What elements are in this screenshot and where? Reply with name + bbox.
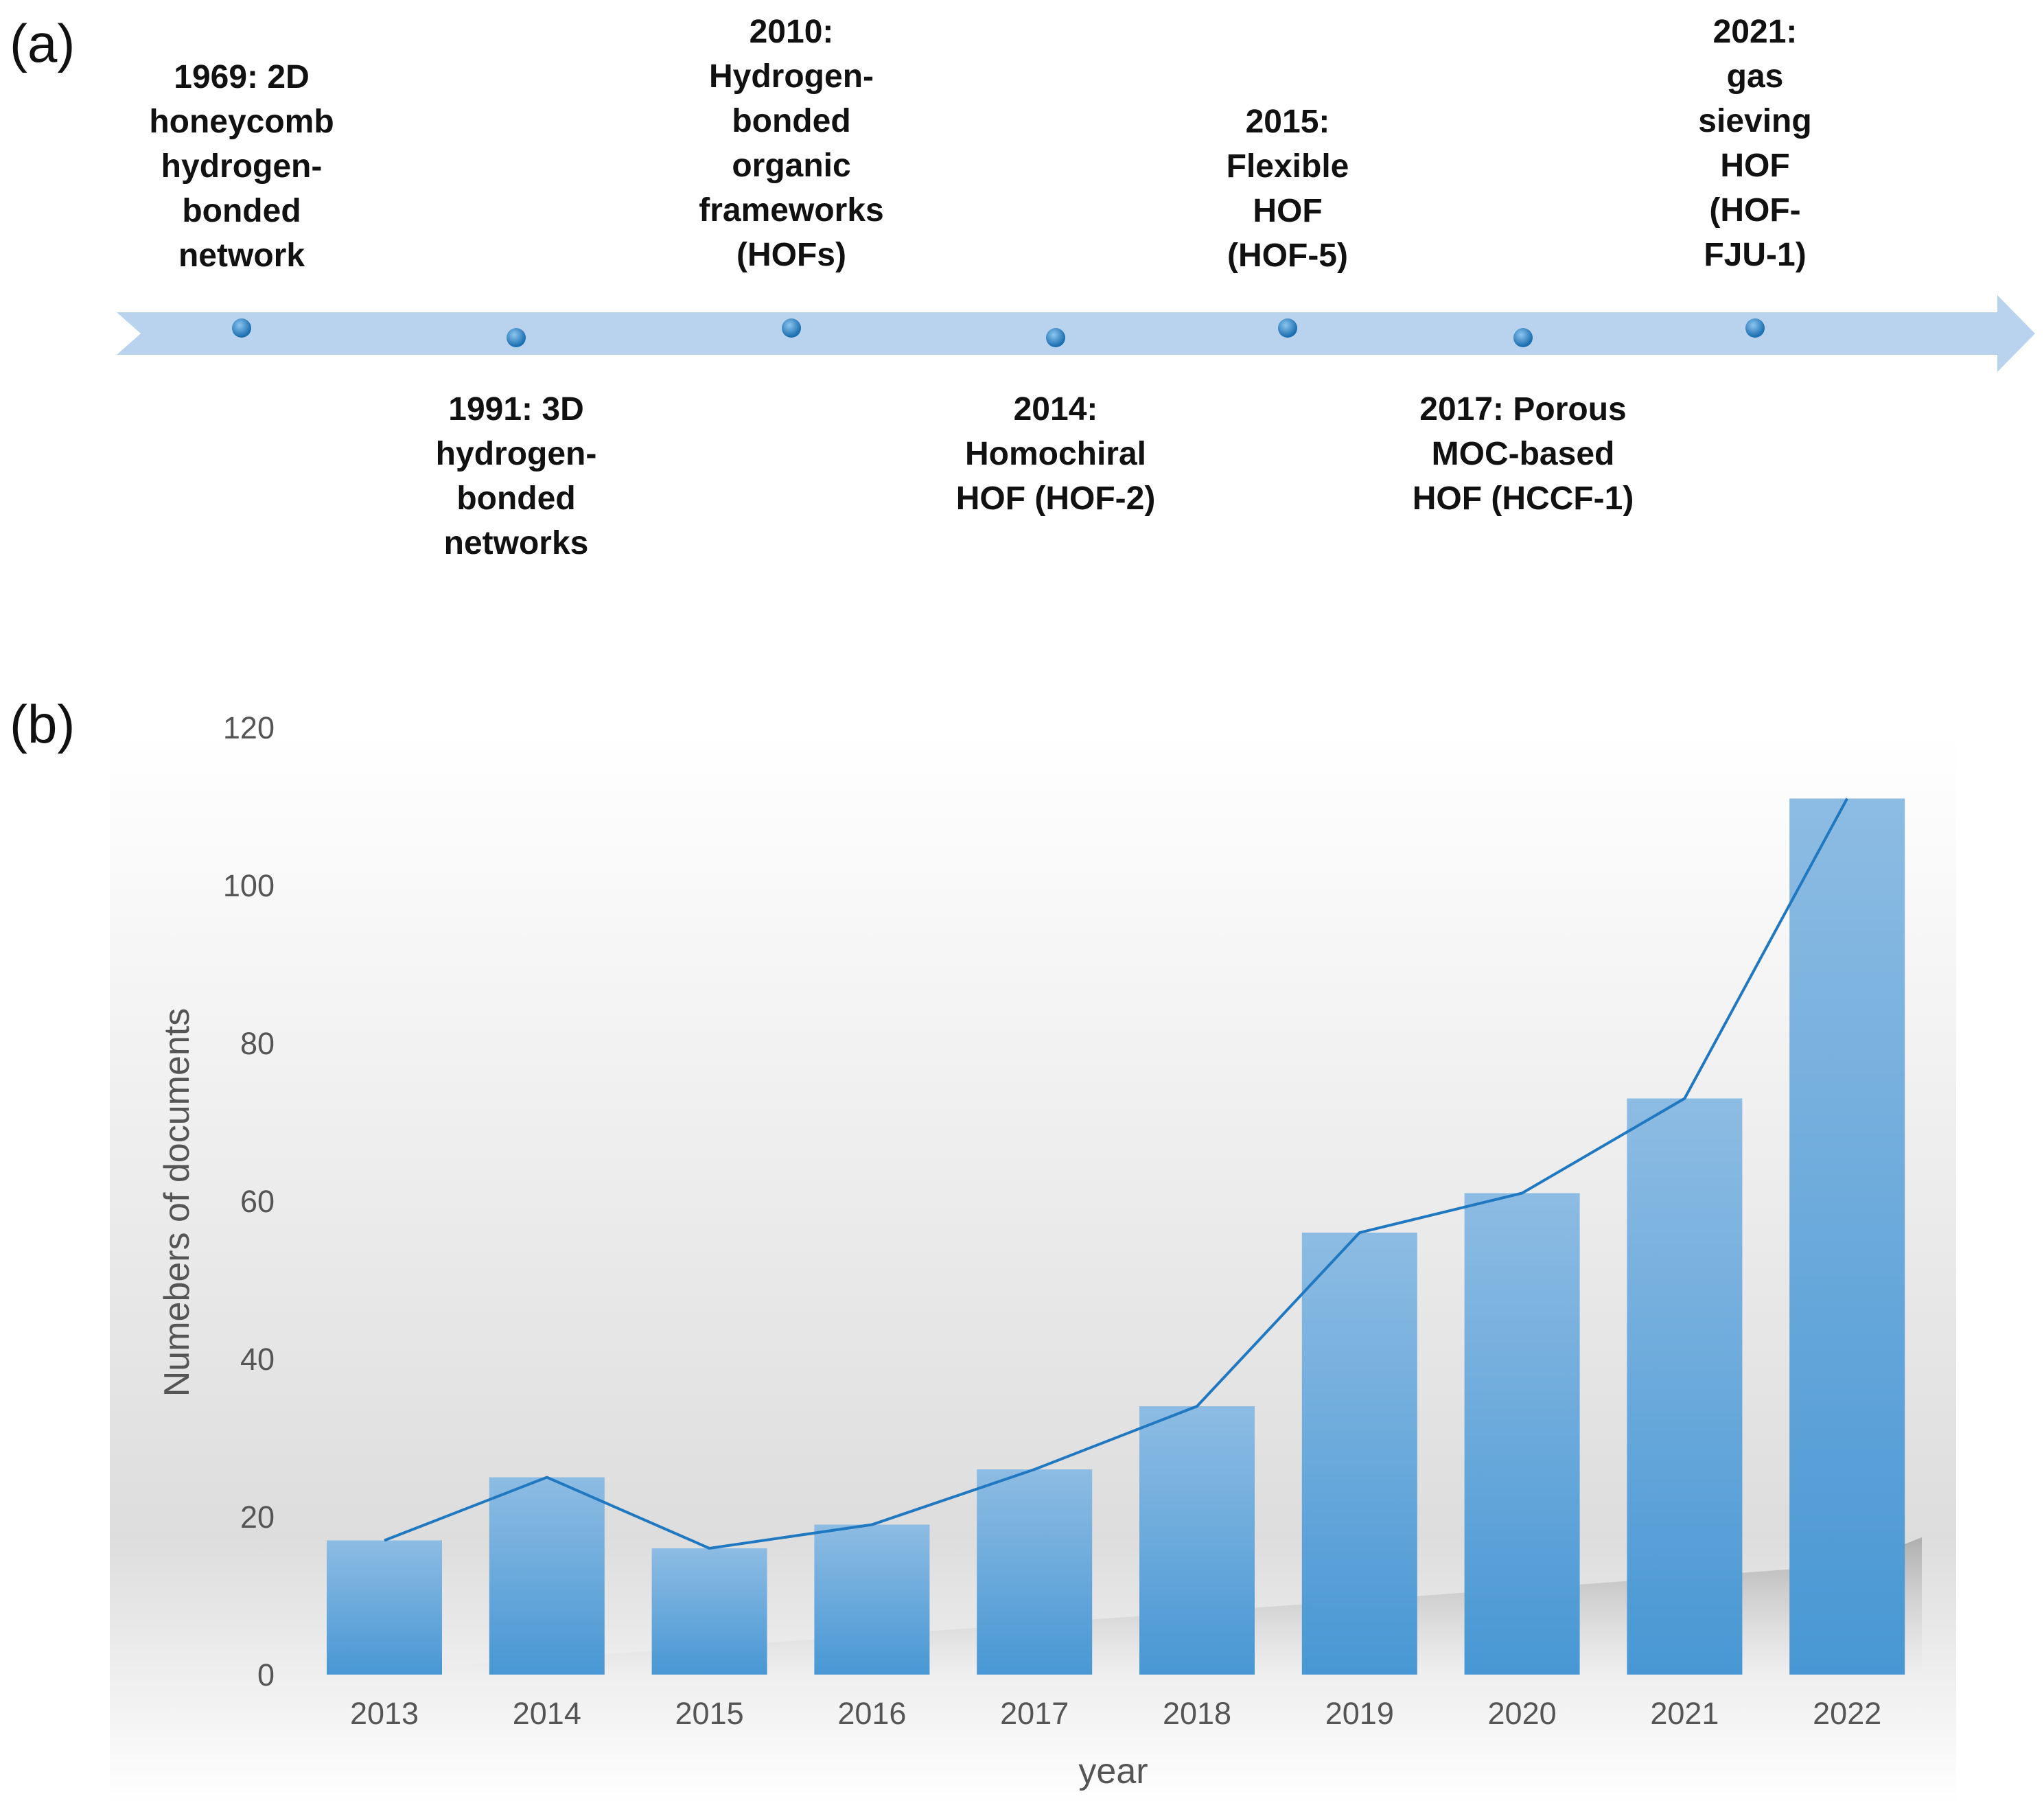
bar-2020 <box>1464 1193 1580 1675</box>
timeline-label-line: honeycomb <box>149 104 334 140</box>
timeline-label-line: bonded <box>456 480 575 517</box>
timeline-label-2015: 2015: Flexible HOF (HOF-5) <box>1227 104 1349 274</box>
y-tick-label: 120 <box>223 710 275 745</box>
timeline-dot-2017 <box>1513 328 1533 347</box>
timeline-dot-2014 <box>1046 328 1065 347</box>
timeline-label-line: (HOFs) <box>736 237 846 273</box>
x-tick-label: 2015 <box>675 1696 744 1731</box>
timeline-label-line: (HOF- <box>1709 192 1800 229</box>
bar-2018 <box>1139 1406 1255 1675</box>
timeline-label-line: 1991: 3D <box>448 391 583 428</box>
timeline-dot-1969 <box>232 318 251 338</box>
timeline-label-line: 2010: <box>750 14 834 50</box>
timeline-label-line: network <box>178 237 305 274</box>
timeline-label-line: MOC-based <box>1432 436 1615 472</box>
timeline-label-line: sieving <box>1698 103 1811 139</box>
panel-b-label: (b) <box>10 694 76 754</box>
y-tick-label: 20 <box>240 1500 275 1535</box>
y-tick-label: 40 <box>240 1342 275 1377</box>
timeline-dot-2021 <box>1745 318 1765 338</box>
y-tick-label: 80 <box>240 1026 275 1061</box>
timeline-label-line: 1969: 2D <box>174 59 309 95</box>
y-axis-title: Numebers of documents <box>157 1008 197 1397</box>
timeline-label-line: bonded <box>732 103 850 139</box>
trend-line <box>384 797 1848 1550</box>
x-tick-label: 2017 <box>1000 1696 1069 1731</box>
timeline-label-1969: 1969: 2D honeycomb hydrogen-bonded network <box>149 59 334 274</box>
y-tick-label: 100 <box>223 868 275 903</box>
timeline-label-line: HOF <box>1720 148 1789 184</box>
timeline-label-line: (HOF-5) <box>1227 237 1348 274</box>
timeline-label-line: 2014: <box>1014 391 1098 428</box>
y-tick-label: 60 <box>240 1184 275 1219</box>
timeline-arrow <box>117 295 2035 372</box>
timeline-label-line: 2017: Porous <box>1419 391 1626 428</box>
timeline-dot-2010 <box>782 318 801 338</box>
bar-2013 <box>327 1540 442 1675</box>
timeline-label-2021: 2021: gas sieving HOF (HOF- FJU-1) <box>1698 14 1811 273</box>
timeline-label-line: HOF (HOF-2) <box>956 480 1156 517</box>
timeline-label-line: Flexible <box>1227 148 1349 185</box>
bar-2016 <box>814 1524 930 1675</box>
panel-a-label: (a) <box>10 13 76 73</box>
timeline-label-line: frameworks <box>699 192 883 229</box>
bar-2021 <box>1627 1098 1743 1675</box>
timeline-dot-1991 <box>507 328 526 347</box>
timeline-label-line: HOF (HCCF-1) <box>1413 480 1634 517</box>
timeline-label-line: Hydrogen- <box>709 58 874 95</box>
x-tick-label: 2020 <box>1488 1696 1557 1731</box>
timeline-event-2015: 2015: Flexible HOF (HOF-5) <box>1227 104 1349 338</box>
x-tick-label: 2022 <box>1813 1696 1881 1731</box>
x-tick-label: 2016 <box>837 1696 906 1731</box>
timeline-label-2017: 2017: Porous MOC-based HOF (HCCF-1) <box>1413 391 1634 517</box>
timeline-label-line: hydrogen- <box>161 148 323 185</box>
x-tick-label: 2013 <box>350 1696 419 1731</box>
timeline-event-2010: 2010: Hydrogen-bonded organic frameworks (HO… <box>699 14 884 338</box>
x-axis-title: year <box>1078 1751 1148 1791</box>
x-tick-label: 2018 <box>1163 1696 1231 1731</box>
timeline-label-line: hydrogen- <box>436 436 597 472</box>
timeline-event-1991: 1991: 3D hydrogen-bonded networks <box>436 328 597 561</box>
timeline-label-line: bonded <box>182 193 301 229</box>
timeline-label-line: organic <box>732 148 850 184</box>
x-tick-label: 2014 <box>513 1696 581 1731</box>
timeline-label-line: 2021: <box>1713 14 1798 50</box>
timeline-event-2021: 2021: gas sieving HOF (HOF- FJU-1) <box>1698 14 1812 338</box>
timeline-label-2014: 2014: Homochiral HOF (HOF-2) <box>956 391 1156 517</box>
timeline-label-line: FJU-1) <box>1704 237 1806 273</box>
timeline-label-1991: 1991: 3D hydrogen-bonded networks <box>436 391 597 561</box>
timeline-label-line: Homochiral <box>965 436 1146 472</box>
timeline-label-line: networks <box>444 525 589 561</box>
timeline-label-line: 2015: <box>1246 104 1330 140</box>
x-tick-label: 2021 <box>1650 1696 1719 1731</box>
bar-2015 <box>651 1548 767 1675</box>
bar-2014 <box>489 1477 605 1675</box>
timeline-event-1969: 1969: 2D honeycomb hydrogen-bonded network <box>149 59 334 338</box>
timeline-label-line: gas <box>1727 58 1784 95</box>
timeline-dot-2015 <box>1278 318 1297 338</box>
bar-2019 <box>1301 1233 1417 1675</box>
timeline: 1969: 2D honeycomb hydrogen-bonded network1… <box>117 14 2035 561</box>
timeline-label-line: HOF <box>1253 193 1322 229</box>
timeline-event-2017: 2017: Porous MOC-based HOF (HCCF-1) <box>1413 328 1634 517</box>
x-tick-label: 2019 <box>1325 1696 1394 1731</box>
y-tick-label: 0 <box>257 1657 275 1692</box>
timeline-event-2014: 2014: Homochiral HOF (HOF-2) <box>956 328 1156 517</box>
timeline-label-2010: 2010: Hydrogen-bonded organic frameworks (HO… <box>699 14 883 273</box>
bar-2017 <box>977 1469 1093 1675</box>
bar-2022 <box>1789 798 1905 1675</box>
